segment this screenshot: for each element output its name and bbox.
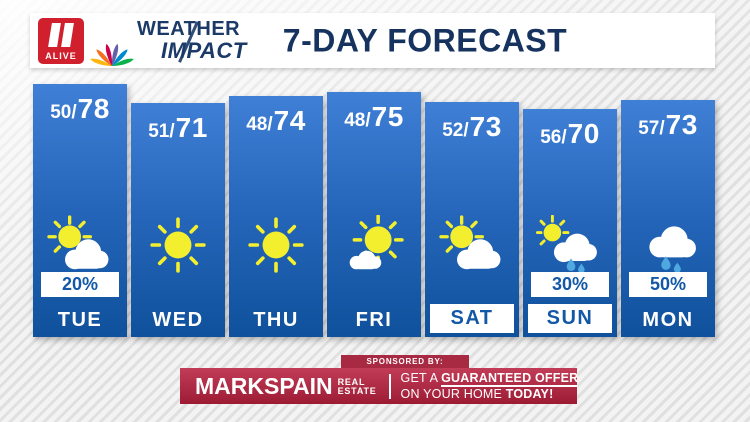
forecast-day-card: 56/70 30% SUN <box>523 109 617 337</box>
day-label: SUN <box>528 304 612 333</box>
sponsor-name-main: MARKSPAIN <box>195 372 333 399</box>
offer-line1: GET A GUARANTEED OFFER <box>400 370 579 387</box>
sun-rain-icon <box>536 215 604 275</box>
day-temps: 48/75 <box>327 92 421 133</box>
offer-line2: ON YOUR HOME TODAY! <box>401 386 579 402</box>
forecast-day-card: 48/75 FRI <box>327 92 421 337</box>
temp-separator: / <box>463 120 469 141</box>
day-label: FRI <box>355 309 393 331</box>
station-name: ALIVE <box>45 50 77 61</box>
forecast-row: 50/78 20% TUE 51/71 WED 48/74 THU 48/75 … <box>33 84 715 337</box>
day-temps: 48/74 <box>229 96 323 137</box>
high-temp: 71 <box>175 112 208 143</box>
partly-cloudy-icon <box>438 215 506 275</box>
temp-separator: / <box>71 102 77 123</box>
forecast-day-card: 48/74 THU <box>229 96 323 337</box>
precip-chance: 20% <box>41 272 119 297</box>
high-temp: 78 <box>77 93 110 124</box>
day-label: THU <box>253 309 299 331</box>
offer-line2-bold: TODAY! <box>505 387 554 401</box>
low-temp: 48 <box>344 110 366 131</box>
sunny-icon <box>144 215 212 275</box>
forecast-day-card: 50/78 20% TUE <box>33 84 127 337</box>
precip-chance: 50% <box>629 272 707 297</box>
sponsor-name: MARKSPAIN REAL ESTATE <box>195 373 377 400</box>
low-temp: 51 <box>148 121 170 142</box>
day-label: MON <box>642 309 694 331</box>
high-temp: 70 <box>567 118 600 149</box>
day-label: SAT <box>430 304 514 333</box>
precip-value: 50% <box>649 274 687 294</box>
offer-line1-prefix: GET A <box>400 371 442 385</box>
temp-separator: / <box>659 118 665 139</box>
temp-separator: / <box>365 110 371 131</box>
day-temps: 51/71 <box>131 103 225 144</box>
temp-separator: / <box>561 127 567 148</box>
low-temp: 50 <box>50 102 72 123</box>
header-bar: ALIVE WEATHER IMPACT 7-DAY FORECAST <box>30 13 715 68</box>
low-temp: 57 <box>638 118 660 139</box>
precip-value: 20% <box>61 274 99 294</box>
forecast-day-card: 51/71 WED <box>131 103 225 337</box>
day-temps: 57/73 <box>621 100 715 141</box>
sponsor-suffix-line1: REAL <box>337 377 366 387</box>
offer-line2-prefix: ON YOUR HOME <box>400 387 506 401</box>
high-temp: 75 <box>371 101 404 132</box>
sponsor-divider <box>388 373 391 399</box>
sponsor-name-suffix: REAL ESTATE <box>338 378 377 396</box>
mostly-sunny-icon <box>340 215 408 275</box>
day-label: WED <box>152 309 204 331</box>
station-logo-bar <box>48 22 61 47</box>
day-temps: 52/73 <box>425 102 519 143</box>
high-temp: 73 <box>469 111 502 142</box>
station-logo-11alive: ALIVE <box>38 17 84 64</box>
precip-value: 30% <box>551 274 589 294</box>
sponsor-banner: MARKSPAIN REAL ESTATE GET A GUARANTEED O… <box>180 368 579 404</box>
day-temps: 56/70 <box>523 109 617 150</box>
day-label: TUE <box>57 309 103 331</box>
rain-icon <box>634 215 702 275</box>
low-temp: 48 <box>246 114 268 135</box>
sponsor-label: SPONSORED BY: <box>341 355 469 368</box>
temp-separator: / <box>267 114 273 135</box>
brand-weather-text: WEATHER <box>137 18 241 40</box>
high-temp: 73 <box>665 109 698 140</box>
sunny-icon <box>242 215 310 275</box>
sponsor-suffix-line2: ESTATE <box>337 386 377 396</box>
weather-impact-brand: WEATHER IMPACT <box>137 18 285 63</box>
day-temps: 50/78 <box>33 84 127 125</box>
low-temp: 52 <box>442 120 464 141</box>
precip-chance: 30% <box>531 272 609 297</box>
sponsor-offer-text: GET A GUARANTEED OFFER ON YOUR HOME TODA… <box>401 370 579 402</box>
page-title: 7-DAY FORECAST <box>282 22 568 58</box>
temp-separator: / <box>169 121 175 142</box>
forecast-day-card: 57/73 50% MON <box>621 100 715 337</box>
nbc-peacock-icon <box>90 43 134 66</box>
partly-cloudy-icon <box>46 215 114 275</box>
high-temp: 74 <box>273 105 306 136</box>
station-logo-bar <box>61 22 74 47</box>
low-temp: 56 <box>540 127 562 148</box>
forecast-day-card: 52/73 SAT <box>425 102 519 337</box>
offer-line1-bold: GUARANTEED OFFER <box>441 371 579 387</box>
station-logo-11-bars <box>38 22 84 47</box>
